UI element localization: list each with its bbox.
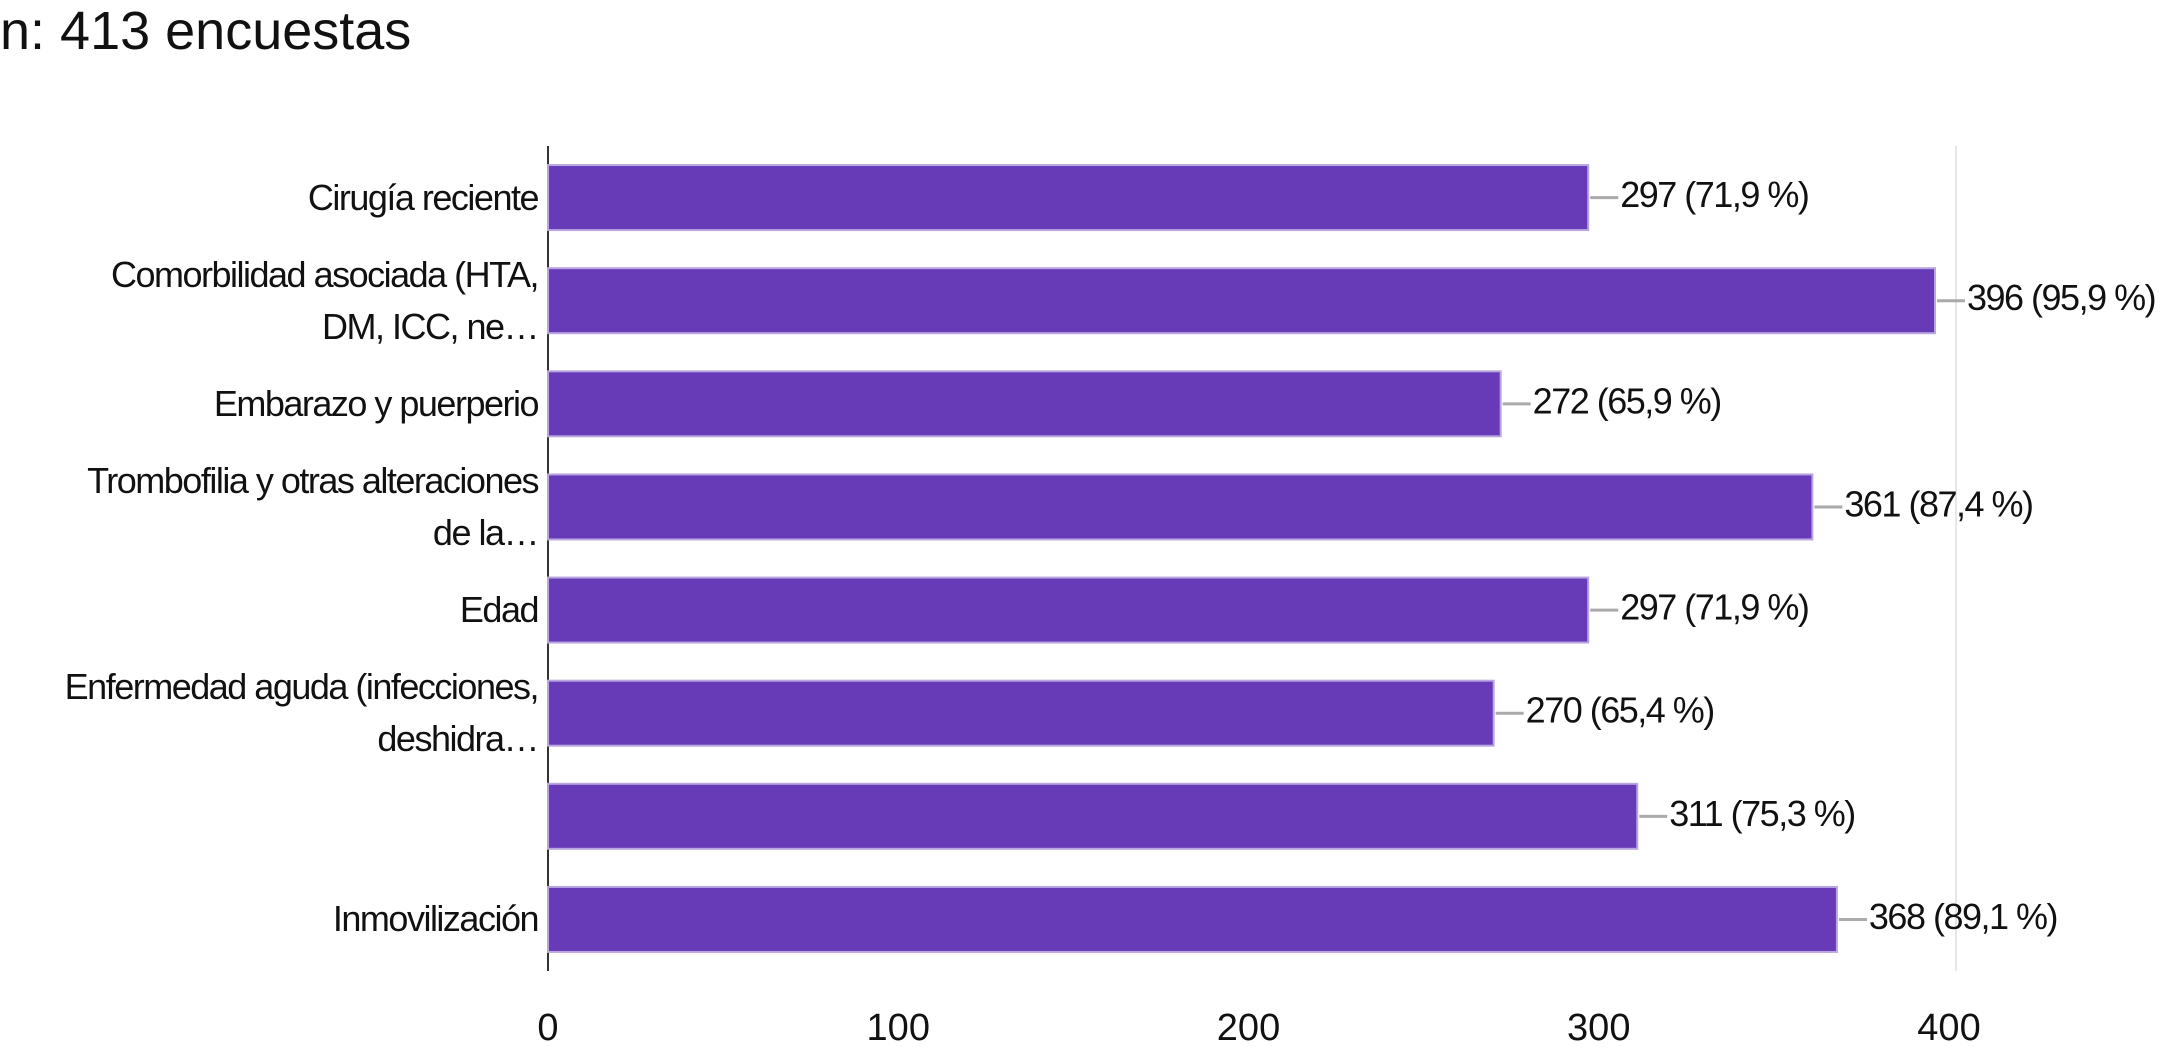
bar bbox=[547, 267, 1936, 335]
x-tick-label: 200 bbox=[1217, 1007, 1280, 1047]
x-tick-label: 0 bbox=[537, 1007, 558, 1047]
bar bbox=[547, 576, 1590, 644]
bar bbox=[547, 782, 1639, 850]
y-tick-label: Enfermedad aguda (infecciones, deshidra… bbox=[64, 666, 540, 760]
value-label: 270 (65,4 %) bbox=[1526, 690, 1714, 731]
bar bbox=[547, 679, 1495, 747]
value-label: 297 (71,9 %) bbox=[1620, 174, 1808, 215]
bar bbox=[547, 370, 1502, 438]
bar bbox=[547, 885, 1838, 953]
value-label: 311 (75,3 %) bbox=[1669, 793, 1854, 834]
chart-title: n: 413 encuestas bbox=[0, 1, 412, 61]
value-label: 272 (65,9 %) bbox=[1533, 380, 1721, 421]
y-tick-label: Cirugía reciente bbox=[307, 176, 540, 218]
value-label: 297 (71,9 %) bbox=[1620, 587, 1808, 628]
value-label: 368 (89,1 %) bbox=[1869, 896, 2057, 937]
y-tick-label: Comorbilidad asociada (HTA, DM, ICC, ne… bbox=[110, 253, 540, 347]
x-tick-label: 300 bbox=[1567, 1007, 1630, 1047]
bar bbox=[547, 164, 1590, 232]
value-label: 396 (95,9 %) bbox=[1967, 277, 2155, 318]
x-tick-label: 100 bbox=[867, 1007, 930, 1047]
y-tick-label: Trombofilia y otras alteraciones de la… bbox=[87, 459, 539, 553]
x-tick-label: 400 bbox=[1917, 1007, 1980, 1047]
y-tick-label: Embarazo y puerperio bbox=[213, 382, 540, 424]
y-tick-label: Edad bbox=[459, 589, 540, 631]
bar bbox=[547, 473, 1814, 541]
y-tick-label: Inmovilización bbox=[332, 898, 540, 940]
value-label: 361 (87,4 %) bbox=[1844, 483, 2032, 524]
